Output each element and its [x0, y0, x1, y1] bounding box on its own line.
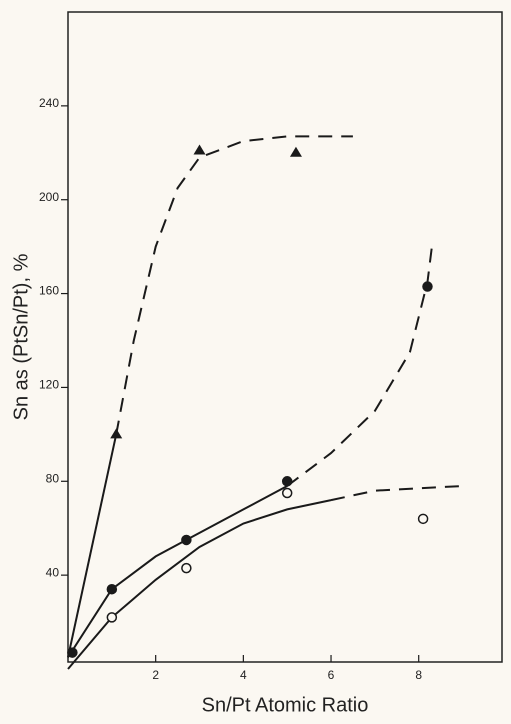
data-point [182, 535, 191, 544]
data-point [194, 144, 206, 154]
data-point [283, 477, 292, 486]
fit-curve [68, 500, 331, 669]
x-tick-label: 6 [328, 668, 335, 682]
fit-curve [68, 434, 116, 657]
data-point [182, 564, 191, 573]
fit-curve [116, 136, 353, 434]
data-point [423, 282, 432, 291]
y-tick-label: 200 [39, 190, 59, 204]
data-point [110, 428, 122, 438]
data-point [107, 613, 116, 622]
y-tick-label: 80 [46, 471, 60, 485]
fit-curve [331, 486, 463, 500]
y-tick-label: 240 [39, 96, 59, 110]
y-tick-label: 40 [46, 565, 60, 579]
data-point [68, 648, 77, 657]
fit-curve [287, 247, 432, 486]
chart: Sn/Pt Atomic Ratio Sn as (PtSn/Pt), % 40… [0, 0, 511, 724]
x-tick-label: 8 [415, 668, 422, 682]
x-tick-label: 4 [240, 668, 247, 682]
data-point [290, 147, 302, 157]
x-tick-label: 2 [152, 668, 159, 682]
data-point [283, 489, 292, 498]
y-tick-label: 160 [39, 284, 59, 298]
data-point [419, 514, 428, 523]
data-point [107, 585, 116, 594]
y-tick-label: 120 [39, 378, 59, 392]
x-axis-title: Sn/Pt Atomic Ratio [202, 694, 369, 716]
plot-frame [68, 12, 502, 662]
y-axis-title: Sn as (PtSn/Pt), % [10, 253, 32, 420]
